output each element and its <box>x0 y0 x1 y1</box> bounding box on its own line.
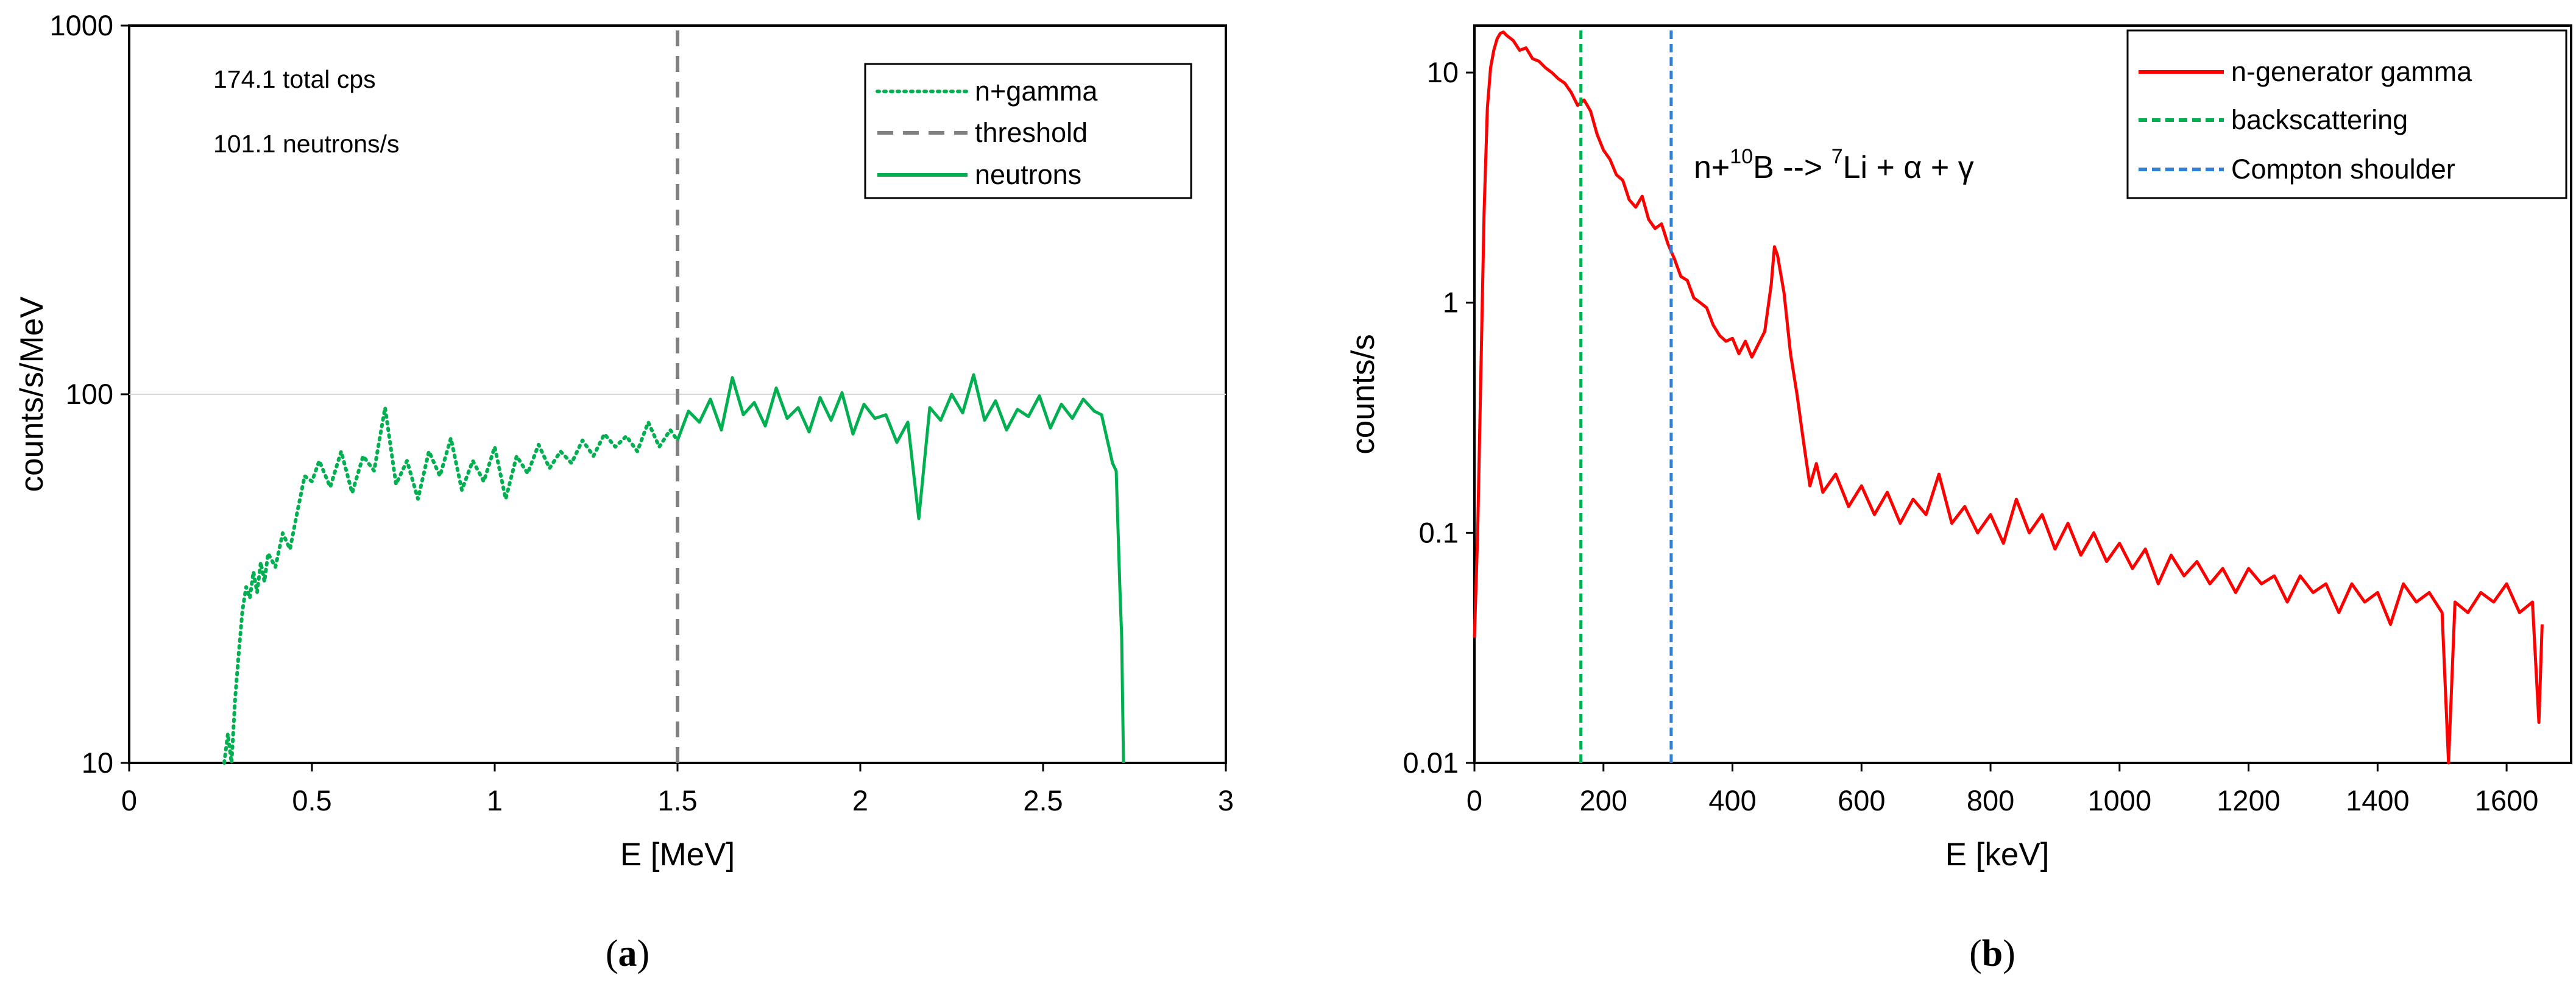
y-tick-label-b-1: 0.1 <box>1419 516 1459 548</box>
x-ticks-a: 0 0.5 1 1.5 2 2.5 3 <box>121 763 1234 817</box>
x-tick-label-a-3: 1.5 <box>657 784 697 817</box>
legend-label-n-gamma: n+gamma <box>975 76 1098 107</box>
x-tick-label-a-6: 3 <box>1218 784 1234 817</box>
chart-a: 0 0.5 1 1.5 2 2.5 3 10 100 1000 E [MeV] counts/s… <box>14 9 1234 873</box>
x-axis-label-a: E [MeV] <box>620 837 735 873</box>
x-tick-label-a-5: 2.5 <box>1023 784 1063 817</box>
x-tick-label-b-1: 200 <box>1580 784 1627 817</box>
legend-label-generator: n-generator gamma <box>2231 56 2472 87</box>
panel-label-a: (a) <box>606 933 649 974</box>
x-tick-label-b-7: 1400 <box>2346 784 2410 817</box>
chart-b: 0 200 400 600 800 1000 1200 1400 1600 0.01 0.1 1 10… <box>1345 24 2572 873</box>
series-a-neutrons <box>676 373 1125 764</box>
panel-label-b: (b) <box>1969 933 2015 974</box>
ann-sup-10: 10 <box>1730 145 1753 168</box>
ann-part-n: n+ <box>1694 150 1730 185</box>
series-group-b <box>1473 26 2544 765</box>
reaction-annotation: n+10B --> 7Li + α + γ <box>1694 145 1974 185</box>
x-tick-label-b-5: 1000 <box>2088 784 2152 817</box>
y-axis-label-b: counts/s <box>1345 334 1381 454</box>
y-ticks-b: 0.01 0.1 1 10 <box>1403 56 1474 779</box>
ann-gamma: γ <box>1958 150 1974 185</box>
y-tick-label-a-0: 10 <box>82 746 113 779</box>
x-tick-label-a-4: 2 <box>852 784 868 817</box>
legend-a: n+gamma threshold neutrons <box>864 63 1192 199</box>
x-tick-label-b-0: 0 <box>1467 784 1482 817</box>
x-tick-label-b-8: 1600 <box>2475 784 2539 817</box>
y-ticks-a: 10 100 1000 <box>49 9 129 779</box>
legend-label-backscattering: backscattering <box>2231 104 2408 135</box>
x-tick-label-a-2: 1 <box>487 784 503 817</box>
legend-label-compton: Compton shoulder <box>2231 154 2455 185</box>
ann-sup-7: 7 <box>1831 145 1843 168</box>
x-tick-label-a-1: 0.5 <box>292 784 331 817</box>
y-tick-label-b-2: 1 <box>1443 286 1459 319</box>
ann-part-b: B --> <box>1753 150 1831 185</box>
annotation-neutrons: 101.1 neutrons/s <box>213 130 399 158</box>
series-group-a <box>222 26 1125 765</box>
y-axis-label-a: counts/s/MeV <box>14 296 50 492</box>
x-axis-label-b: E [keV] <box>1945 837 2050 873</box>
x-tick-label-a-0: 0 <box>121 784 137 817</box>
x-tick-label-b-6: 1200 <box>2217 784 2281 817</box>
y-tick-label-a-1: 100 <box>66 378 113 410</box>
x-tick-label-b-3: 600 <box>1838 784 1885 817</box>
legend-label-threshold: threshold <box>975 117 1088 148</box>
x-ticks-b: 0 200 400 600 800 1000 1200 1400 1600 <box>1467 763 2538 817</box>
ann-plus: + <box>1922 150 1958 185</box>
x-tick-label-b-4: 800 <box>1967 784 2014 817</box>
y-tick-label-a-2: 1000 <box>49 9 113 41</box>
ann-part-li: Li + <box>1843 150 1904 185</box>
ann-alpha: α <box>1903 150 1922 185</box>
series-a-n-gamma <box>222 405 679 765</box>
y-tick-label-b-3: 10 <box>1427 56 1459 88</box>
x-tick-label-b-2: 400 <box>1708 784 1756 817</box>
annotation-total-cps: 174.1 total cps <box>213 65 376 93</box>
series-b-n-generator-gamma <box>1473 30 2544 765</box>
legend-b: n-generator gamma backscattering Compton… <box>2126 29 2567 199</box>
legend-label-neutrons: neutrons <box>975 159 1081 190</box>
y-tick-label-b-0: 0.01 <box>1403 746 1459 779</box>
